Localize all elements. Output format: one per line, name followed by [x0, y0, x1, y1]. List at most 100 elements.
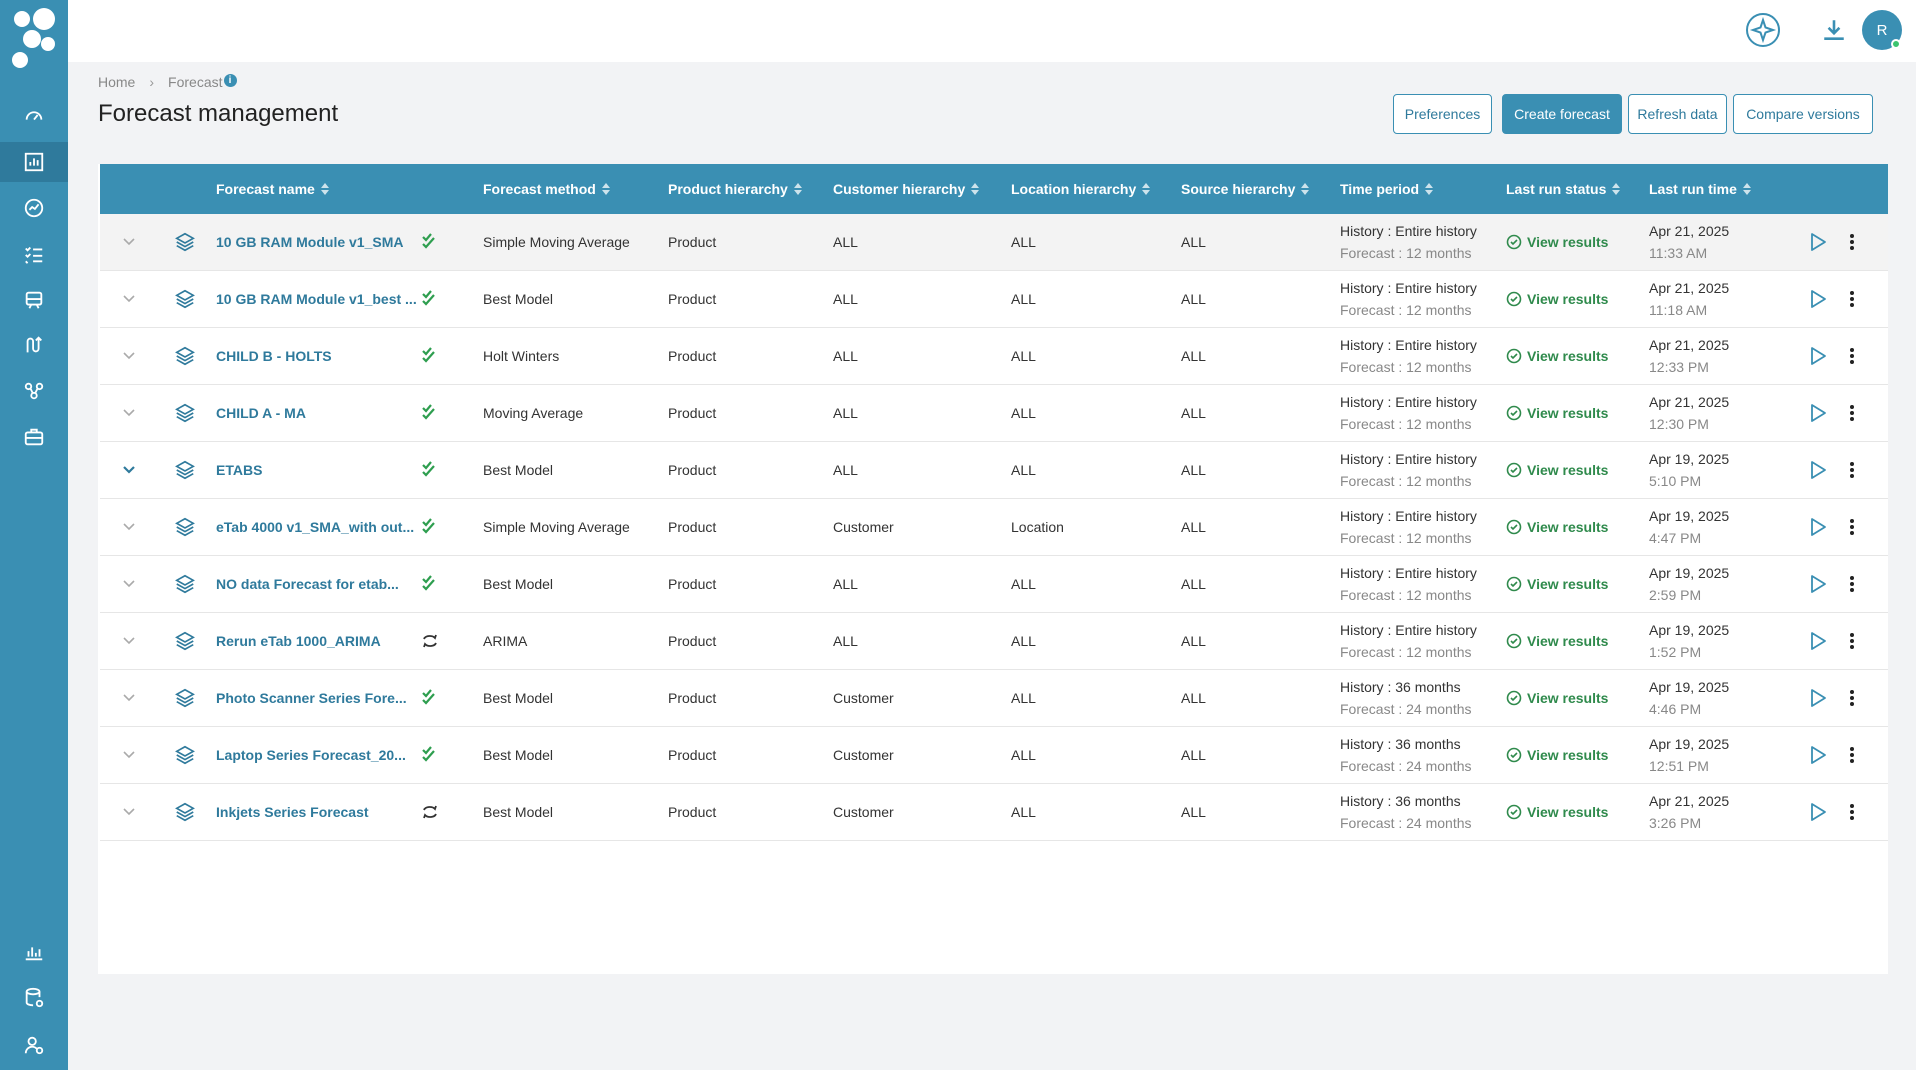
forecast-name-link[interactable]: Photo Scanner Series Fore... [216, 670, 416, 726]
sort-icon[interactable] [1425, 183, 1434, 195]
forecast-name-link[interactable]: Rerun eTab 1000_ARIMA [216, 613, 416, 669]
sidebar-item-dashboard[interactable] [0, 95, 68, 135]
last-run-status[interactable]: View results [1506, 499, 1636, 555]
chevron-down-icon[interactable] [122, 499, 142, 555]
chevron-down-expanded-icon[interactable] [122, 442, 142, 498]
sidebar-item-briefcase[interactable] [0, 417, 68, 457]
chevron-down-icon[interactable] [122, 613, 142, 669]
run-play-icon[interactable] [1808, 328, 1832, 384]
header-time-period[interactable]: Time period [1340, 164, 1434, 214]
last-run-status[interactable]: View results [1506, 271, 1636, 327]
compare-versions-button[interactable]: Compare versions [1733, 94, 1873, 134]
more-options-icon[interactable] [1844, 271, 1860, 327]
header-forecast-method[interactable]: Forecast method [483, 164, 610, 214]
run-play-icon[interactable] [1808, 670, 1832, 726]
chevron-down-icon[interactable] [122, 556, 142, 612]
sidebar-item-routing[interactable] [0, 325, 68, 365]
last-run-status[interactable]: View results [1506, 613, 1636, 669]
sort-icon[interactable] [320, 183, 329, 195]
more-options-icon[interactable] [1844, 670, 1860, 726]
run-play-icon[interactable] [1808, 385, 1832, 441]
refresh-data-button[interactable]: Refresh data [1628, 94, 1727, 134]
more-options-icon[interactable] [1844, 499, 1860, 555]
forecast-name-link[interactable]: CHILD A - MA [216, 385, 416, 441]
run-play-icon[interactable] [1808, 499, 1832, 555]
table-row[interactable]: Inkjets Series Forecast Best Model Produ… [100, 784, 1888, 841]
header-last-run-status[interactable]: Last run status [1506, 164, 1621, 214]
last-run-status[interactable]: View results [1506, 214, 1636, 270]
sort-icon[interactable] [1301, 183, 1310, 195]
header-location-hierarchy[interactable]: Location hierarchy [1011, 164, 1151, 214]
last-run-status[interactable]: View results [1506, 727, 1636, 783]
sort-icon[interactable] [1742, 183, 1751, 195]
last-run-status[interactable]: View results [1506, 556, 1636, 612]
header-forecast-name[interactable]: Forecast name [216, 164, 329, 214]
last-run-status[interactable]: View results [1506, 784, 1636, 840]
sidebar-item-checklist[interactable] [0, 234, 68, 274]
last-run-status[interactable]: View results [1506, 328, 1636, 384]
forecast-name-link[interactable]: Inkjets Series Forecast [216, 784, 416, 840]
header-source-hierarchy[interactable]: Source hierarchy [1181, 164, 1310, 214]
table-row[interactable]: 10 GB RAM Module v1_SMA Simple Moving Av… [100, 214, 1888, 271]
forecast-name-link[interactable]: Laptop Series Forecast_20... [216, 727, 416, 783]
forecast-name-link[interactable]: NO data Forecast for etab... [216, 556, 416, 612]
app-logo-icon[interactable] [10, 6, 58, 70]
sort-icon[interactable] [793, 183, 802, 195]
chevron-down-icon[interactable] [122, 385, 142, 441]
run-play-icon[interactable] [1808, 613, 1832, 669]
run-play-icon[interactable] [1808, 442, 1832, 498]
chevron-down-icon[interactable] [122, 670, 142, 726]
chevron-down-icon[interactable] [122, 271, 142, 327]
forecast-name-link[interactable]: 10 GB RAM Module v1_best ... [216, 271, 416, 327]
table-row[interactable]: 10 GB RAM Module v1_best ... Best Model … [100, 271, 1888, 328]
table-row[interactable]: Photo Scanner Series Fore... Best Model … [100, 670, 1888, 727]
sidebar-item-user-settings[interactable] [0, 1025, 68, 1065]
sort-icon[interactable] [1612, 183, 1621, 195]
forecast-name-link[interactable]: CHILD B - HOLTS [216, 328, 416, 384]
forecast-name-link[interactable]: eTab 4000 v1_SMA_with out... [216, 499, 416, 555]
table-row[interactable]: CHILD B - HOLTS Holt Winters Product ALL… [100, 328, 1888, 385]
more-options-icon[interactable] [1844, 214, 1860, 270]
header-last-run-time[interactable]: Last run time [1649, 164, 1751, 214]
table-row[interactable]: Laptop Series Forecast_20... Best Model … [100, 727, 1888, 784]
last-run-status[interactable]: View results [1506, 670, 1636, 726]
more-options-icon[interactable] [1844, 328, 1860, 384]
more-options-icon[interactable] [1844, 613, 1860, 669]
run-play-icon[interactable] [1808, 784, 1832, 840]
run-play-icon[interactable] [1808, 271, 1832, 327]
table-row[interactable]: eTab 4000 v1_SMA_with out... Simple Movi… [100, 499, 1888, 556]
table-row[interactable]: ETABS Best Model Product ALL ALL ALL His… [100, 442, 1888, 499]
sidebar-item-database-settings[interactable] [0, 978, 68, 1018]
forecast-name-link[interactable]: 10 GB RAM Module v1_SMA [216, 214, 416, 270]
chevron-down-icon[interactable] [122, 328, 142, 384]
last-run-status[interactable]: View results [1506, 385, 1636, 441]
forecast-name-link[interactable]: ETABS [216, 442, 416, 498]
table-row[interactable]: NO data Forecast for etab... Best Model … [100, 556, 1888, 613]
sidebar-item-supply[interactable] [0, 280, 68, 320]
more-options-icon[interactable] [1844, 442, 1860, 498]
chevron-down-icon[interactable] [122, 214, 142, 270]
chevron-down-icon[interactable] [122, 784, 142, 840]
header-product-hierarchy[interactable]: Product hierarchy [668, 164, 802, 214]
info-icon[interactable]: i [223, 73, 237, 87]
sort-icon[interactable] [971, 183, 980, 195]
run-play-icon[interactable] [1808, 214, 1832, 270]
sidebar-item-analytics[interactable] [0, 188, 68, 228]
more-options-icon[interactable] [1844, 727, 1860, 783]
sidebar-item-forecast[interactable] [0, 142, 68, 182]
more-options-icon[interactable] [1844, 385, 1860, 441]
download-button[interactable] [1814, 10, 1854, 50]
preferences-button[interactable]: Preferences [1393, 94, 1492, 134]
ai-assistant-button[interactable] [1743, 10, 1783, 50]
run-play-icon[interactable] [1808, 727, 1832, 783]
run-play-icon[interactable] [1808, 556, 1832, 612]
more-options-icon[interactable] [1844, 784, 1860, 840]
table-row[interactable]: CHILD A - MA Moving Average Product ALL … [100, 385, 1888, 442]
create-forecast-button[interactable]: Create forecast [1502, 94, 1622, 134]
table-row[interactable]: Rerun eTab 1000_ARIMA ARIMA Product ALL … [100, 613, 1888, 670]
sort-icon[interactable] [1142, 183, 1151, 195]
breadcrumb-home[interactable]: Home [98, 74, 136, 90]
more-options-icon[interactable] [1844, 556, 1860, 612]
last-run-status[interactable]: View results [1506, 442, 1636, 498]
sort-icon[interactable] [601, 183, 610, 195]
